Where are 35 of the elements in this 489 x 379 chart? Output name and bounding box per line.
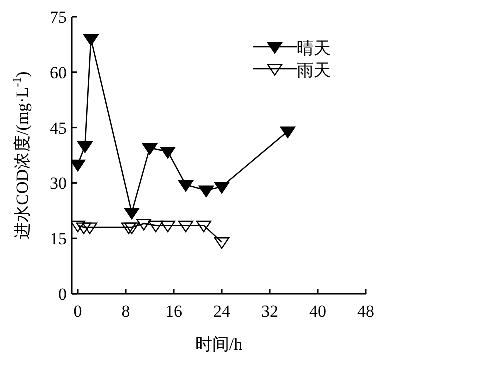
point <box>160 147 176 159</box>
x-tick-label: 0 <box>74 302 82 322</box>
legend-label: 晴天 <box>297 38 331 60</box>
point <box>76 222 92 234</box>
point <box>84 34 99 46</box>
x-tick-label: 40 <box>310 302 326 322</box>
point <box>198 186 214 198</box>
y-tick-label: 15 <box>50 230 67 249</box>
x-tick-label: 32 <box>262 302 278 322</box>
y-tick-label: 0 <box>58 285 67 304</box>
point <box>214 182 230 194</box>
point <box>196 220 212 233</box>
point <box>78 141 93 154</box>
x-tick-label: 8 <box>122 302 130 322</box>
point <box>160 220 176 233</box>
point <box>148 220 164 233</box>
point <box>124 208 140 220</box>
point <box>178 220 194 233</box>
point <box>124 222 140 234</box>
point <box>142 143 158 156</box>
point <box>121 222 137 234</box>
point <box>178 180 194 192</box>
point <box>136 219 152 231</box>
x-tick-label: 24 <box>214 302 231 322</box>
x-tick-label: 48 <box>358 302 374 322</box>
x-tick-label: 16 <box>166 302 182 322</box>
y-tick-label: 60 <box>50 63 67 82</box>
x-axis-title: 时间/h <box>195 335 244 354</box>
point <box>214 237 230 250</box>
y-tick-label: 30 <box>50 174 67 194</box>
point <box>82 222 98 234</box>
legend-label: 雨天 <box>297 60 331 82</box>
y-tick-label: 45 <box>50 118 67 138</box>
y-tick-label: 75 <box>50 8 67 28</box>
point <box>280 126 296 138</box>
